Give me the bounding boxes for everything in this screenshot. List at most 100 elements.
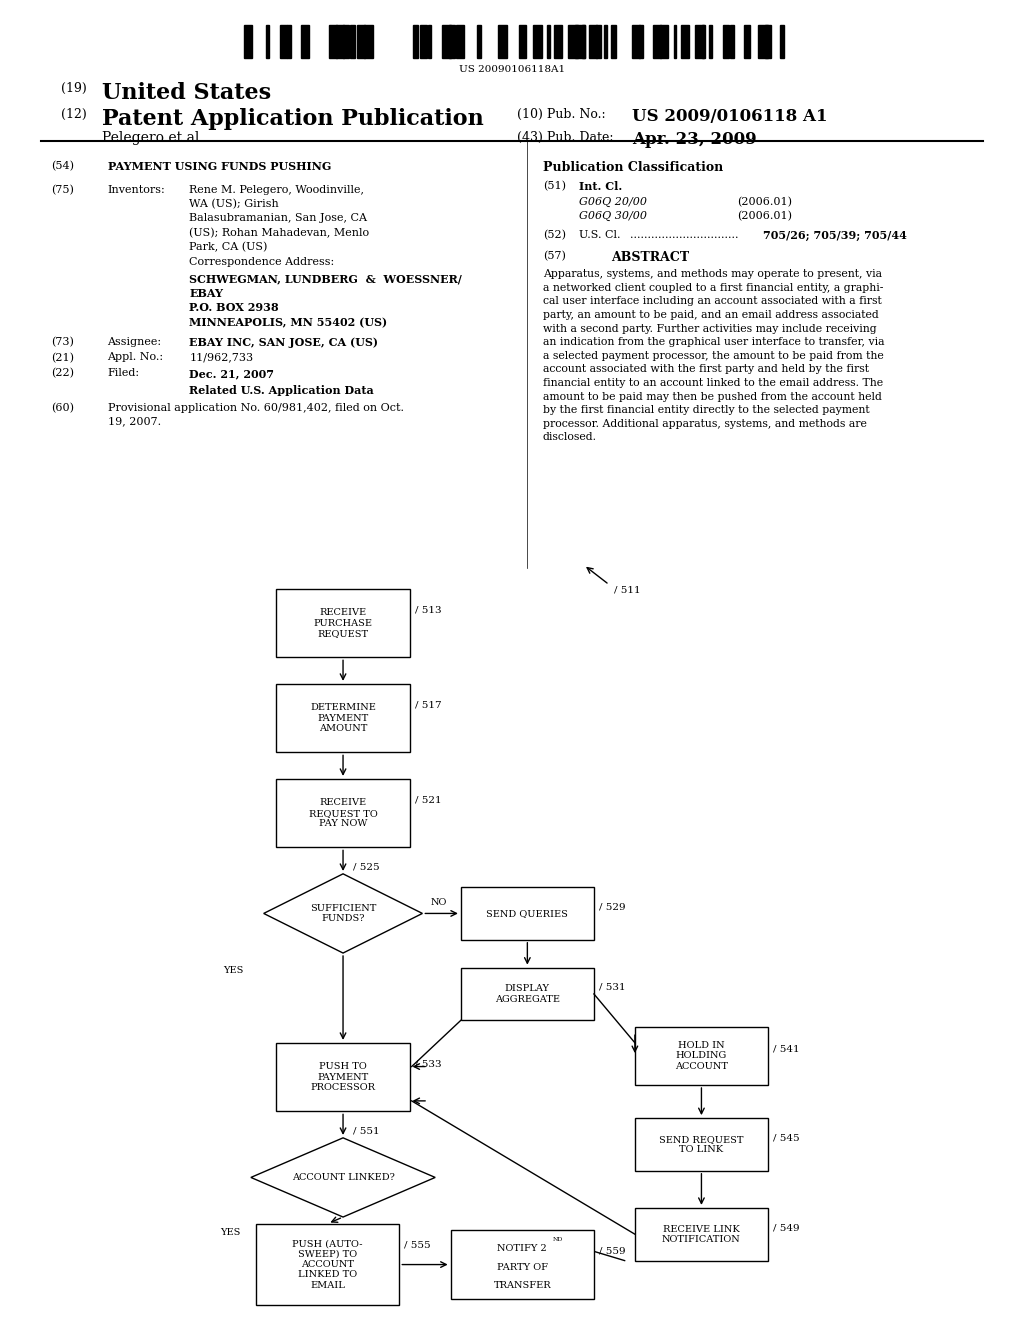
Text: (54): (54) xyxy=(51,161,74,172)
Bar xyxy=(766,25,771,58)
Text: HOLD IN
HOLDING
ACCOUNT: HOLD IN HOLDING ACCOUNT xyxy=(675,1041,728,1071)
Bar xyxy=(554,25,562,58)
Text: Correspondence Address:: Correspondence Address: xyxy=(189,257,335,268)
Text: P.O. BOX 2938: P.O. BOX 2938 xyxy=(189,302,280,313)
Text: ND: ND xyxy=(553,1237,563,1242)
Bar xyxy=(583,25,585,58)
Bar xyxy=(632,25,640,58)
Text: / 517: / 517 xyxy=(415,701,441,709)
Text: (75): (75) xyxy=(51,185,74,195)
Text: / 533: / 533 xyxy=(415,1060,441,1068)
Text: PUSH (AUTO-
SWEEP) TO
ACCOUNT
LINKED TO
EMAIL: PUSH (AUTO- SWEEP) TO ACCOUNT LINKED TO … xyxy=(293,1239,362,1290)
Bar xyxy=(414,25,418,58)
Bar xyxy=(779,25,784,58)
Text: EBAY INC, SAN JOSE, CA (US): EBAY INC, SAN JOSE, CA (US) xyxy=(189,337,379,347)
Text: SEND QUERIES: SEND QUERIES xyxy=(486,909,568,917)
Bar xyxy=(329,25,337,58)
Text: EBAY: EBAY xyxy=(189,288,223,298)
Text: (21): (21) xyxy=(51,352,74,363)
Text: US 20090106118A1: US 20090106118A1 xyxy=(459,65,565,74)
Bar xyxy=(428,25,431,58)
Text: RECEIVE
PURCHASE
REQUEST: RECEIVE PURCHASE REQUEST xyxy=(313,609,373,638)
Text: PAYMENT USING FUNDS PUSHING: PAYMENT USING FUNDS PUSHING xyxy=(108,161,331,172)
Bar xyxy=(301,25,309,58)
Bar xyxy=(603,25,606,58)
Bar xyxy=(590,25,597,58)
Text: / 549: / 549 xyxy=(773,1224,800,1232)
Text: Patent Application Publication: Patent Application Publication xyxy=(102,108,484,131)
Bar xyxy=(350,25,355,58)
Text: / 513: / 513 xyxy=(415,606,441,614)
Bar xyxy=(456,25,464,58)
Bar xyxy=(421,25,427,58)
Bar xyxy=(702,25,706,58)
Bar xyxy=(596,25,601,58)
Bar xyxy=(498,25,507,58)
Text: SUFFICIENT
FUNDS?: SUFFICIENT FUNDS? xyxy=(310,904,376,923)
Text: / 531: / 531 xyxy=(599,983,626,991)
Bar xyxy=(723,25,729,58)
Bar xyxy=(441,25,451,58)
Text: (12): (12) xyxy=(61,108,87,121)
Text: / 541: / 541 xyxy=(773,1045,800,1053)
Text: / 559: / 559 xyxy=(599,1247,626,1255)
Text: DETERMINE
PAYMENT
AMOUNT: DETERMINE PAYMENT AMOUNT xyxy=(310,704,376,733)
Text: Assignee:: Assignee: xyxy=(108,337,162,347)
Bar xyxy=(653,25,660,58)
Text: MINNEAPOLIS, MN 55402 (US): MINNEAPOLIS, MN 55402 (US) xyxy=(189,317,387,327)
Text: ACCOUNT LINKED?: ACCOUNT LINKED? xyxy=(292,1173,394,1181)
Text: (60): (60) xyxy=(51,403,74,413)
Text: Apr. 23, 2009: Apr. 23, 2009 xyxy=(632,131,757,148)
Bar xyxy=(710,25,712,58)
Bar xyxy=(681,25,689,58)
Bar xyxy=(610,25,616,58)
Text: Appl. No.:: Appl. No.: xyxy=(108,352,164,363)
Text: DISPLAY
AGGREGATE: DISPLAY AGGREGATE xyxy=(495,985,560,1003)
Polygon shape xyxy=(264,874,423,953)
Bar xyxy=(357,25,366,58)
Text: (73): (73) xyxy=(51,337,74,347)
Text: RECEIVE LINK
NOTIFICATION: RECEIVE LINK NOTIFICATION xyxy=(663,1225,740,1243)
Bar xyxy=(451,1230,594,1299)
Text: SEND REQUEST
TO LINK: SEND REQUEST TO LINK xyxy=(659,1135,743,1154)
Text: / 529: / 529 xyxy=(599,903,626,911)
Text: / 521: / 521 xyxy=(415,796,441,804)
Text: (22): (22) xyxy=(51,368,74,379)
Text: RECEIVE
REQUEST TO
PAY NOW: RECEIVE REQUEST TO PAY NOW xyxy=(308,799,378,828)
Text: / 551: / 551 xyxy=(353,1127,380,1135)
Bar xyxy=(744,25,751,58)
Bar xyxy=(287,25,291,58)
Text: TRANSFER: TRANSFER xyxy=(494,1282,551,1290)
Text: PUSH TO
PAYMENT
PROCESSOR: PUSH TO PAYMENT PROCESSOR xyxy=(310,1063,376,1092)
Text: Int. Cl.: Int. Cl. xyxy=(579,181,622,191)
Text: Related U.S. Application Data: Related U.S. Application Data xyxy=(189,385,374,396)
Bar xyxy=(461,887,594,940)
Bar xyxy=(276,1043,410,1111)
Text: Apparatus, systems, and methods may operate to present, via
a networked client c: Apparatus, systems, and methods may oper… xyxy=(543,269,884,442)
Text: (2006.01): (2006.01) xyxy=(737,211,793,222)
Bar xyxy=(477,25,480,58)
Bar xyxy=(534,25,543,58)
Bar xyxy=(547,25,550,58)
Bar xyxy=(461,968,594,1020)
Bar xyxy=(449,25,455,58)
Bar xyxy=(276,589,410,657)
Text: PARTY OF: PARTY OF xyxy=(497,1263,548,1271)
Text: NO: NO xyxy=(431,899,446,907)
Bar xyxy=(280,25,287,58)
Text: U.S. Cl.: U.S. Cl. xyxy=(579,230,621,240)
Bar xyxy=(265,25,269,58)
Text: US 2009/0106118 A1: US 2009/0106118 A1 xyxy=(632,108,827,125)
Bar xyxy=(365,25,373,58)
Text: Inventors:: Inventors: xyxy=(108,185,165,195)
Text: ABSTRACT: ABSTRACT xyxy=(611,251,689,264)
Bar xyxy=(245,25,252,58)
Text: 705/26; 705/39; 705/44: 705/26; 705/39; 705/44 xyxy=(763,230,907,240)
Text: / 555: / 555 xyxy=(404,1241,431,1249)
Bar xyxy=(276,684,410,752)
Text: Rene M. Pelegero, Woodinville,
WA (US); Girish
Balasubramanian, San Jose, CA
(US: Rene M. Pelegero, Woodinville, WA (US); … xyxy=(189,185,370,252)
Text: G06Q 30/00: G06Q 30/00 xyxy=(579,211,646,222)
Polygon shape xyxy=(251,1138,435,1217)
Text: Publication Classification: Publication Classification xyxy=(543,161,723,174)
Bar xyxy=(759,25,768,58)
